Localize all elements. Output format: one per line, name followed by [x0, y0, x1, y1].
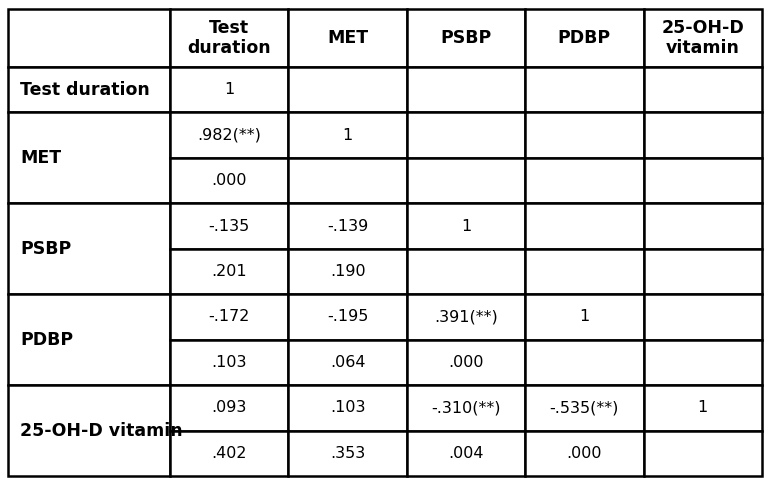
- Text: .000: .000: [212, 173, 247, 188]
- Text: MET: MET: [20, 149, 61, 167]
- Bar: [8, 203, 170, 294]
- Bar: [289, 203, 407, 249]
- Bar: [170, 431, 289, 476]
- Bar: [525, 431, 644, 476]
- Text: PDBP: PDBP: [20, 331, 73, 348]
- Bar: [170, 9, 289, 67]
- Text: 1: 1: [224, 82, 234, 97]
- Bar: [8, 9, 170, 67]
- Bar: [8, 112, 170, 203]
- Bar: [525, 249, 644, 294]
- Text: .353: .353: [330, 446, 365, 461]
- Bar: [170, 112, 289, 158]
- Bar: [644, 294, 762, 340]
- Bar: [644, 112, 762, 158]
- Bar: [8, 385, 170, 476]
- Bar: [170, 294, 289, 340]
- Bar: [407, 9, 525, 67]
- Bar: [289, 249, 407, 294]
- Bar: [289, 9, 407, 67]
- Text: PSBP: PSBP: [20, 240, 72, 258]
- Bar: [644, 9, 762, 67]
- Text: 1: 1: [461, 219, 471, 234]
- Bar: [407, 294, 525, 340]
- Bar: [407, 431, 525, 476]
- Bar: [525, 158, 644, 203]
- Text: -.135: -.135: [209, 219, 249, 234]
- Bar: [170, 203, 289, 249]
- Bar: [289, 67, 407, 112]
- Bar: [644, 249, 762, 294]
- Bar: [525, 67, 644, 112]
- Bar: [170, 67, 289, 112]
- Bar: [525, 385, 644, 431]
- Text: -.535(**): -.535(**): [550, 400, 619, 415]
- Bar: [289, 385, 407, 431]
- Bar: [407, 340, 525, 385]
- Bar: [289, 112, 407, 158]
- Text: .064: .064: [330, 355, 365, 370]
- Text: .201: .201: [212, 264, 247, 279]
- Bar: [644, 340, 762, 385]
- Text: 1: 1: [343, 128, 353, 143]
- Text: 25-OH-D vitamin: 25-OH-D vitamin: [20, 422, 182, 439]
- Text: .000: .000: [448, 355, 484, 370]
- Bar: [8, 67, 170, 112]
- Bar: [170, 249, 289, 294]
- Bar: [170, 340, 289, 385]
- Text: .004: .004: [448, 446, 484, 461]
- Bar: [525, 9, 644, 67]
- Text: .391(**): .391(**): [434, 309, 498, 324]
- Text: .103: .103: [212, 355, 247, 370]
- Bar: [644, 158, 762, 203]
- Bar: [644, 385, 762, 431]
- Text: 1: 1: [698, 400, 708, 415]
- Text: PDBP: PDBP: [557, 29, 611, 47]
- Text: -.172: -.172: [209, 309, 250, 324]
- Bar: [170, 158, 289, 203]
- Bar: [525, 340, 644, 385]
- Bar: [8, 294, 170, 385]
- Text: .982(**): .982(**): [197, 128, 261, 143]
- Text: Test
duration: Test duration: [187, 18, 271, 58]
- Text: -.310(**): -.310(**): [431, 400, 500, 415]
- Text: PSBP: PSBP: [440, 29, 491, 47]
- Text: .402: .402: [212, 446, 247, 461]
- Bar: [289, 340, 407, 385]
- Bar: [644, 203, 762, 249]
- Text: -.139: -.139: [327, 219, 368, 234]
- Bar: [644, 67, 762, 112]
- Bar: [525, 112, 644, 158]
- Text: -.195: -.195: [327, 309, 368, 324]
- Bar: [407, 112, 525, 158]
- Bar: [525, 294, 644, 340]
- Text: MET: MET: [327, 29, 368, 47]
- Text: .190: .190: [330, 264, 366, 279]
- Bar: [289, 294, 407, 340]
- Bar: [407, 158, 525, 203]
- Bar: [407, 385, 525, 431]
- Bar: [407, 203, 525, 249]
- Text: Test duration: Test duration: [20, 81, 149, 99]
- Bar: [289, 431, 407, 476]
- Bar: [525, 203, 644, 249]
- Text: .103: .103: [330, 400, 365, 415]
- Bar: [644, 431, 762, 476]
- Text: .093: .093: [212, 400, 247, 415]
- Bar: [407, 67, 525, 112]
- Text: 25-OH-D
vitamin: 25-OH-D vitamin: [661, 18, 744, 58]
- Bar: [170, 385, 289, 431]
- Bar: [407, 249, 525, 294]
- Bar: [289, 158, 407, 203]
- Text: 1: 1: [579, 309, 590, 324]
- Text: .000: .000: [567, 446, 602, 461]
